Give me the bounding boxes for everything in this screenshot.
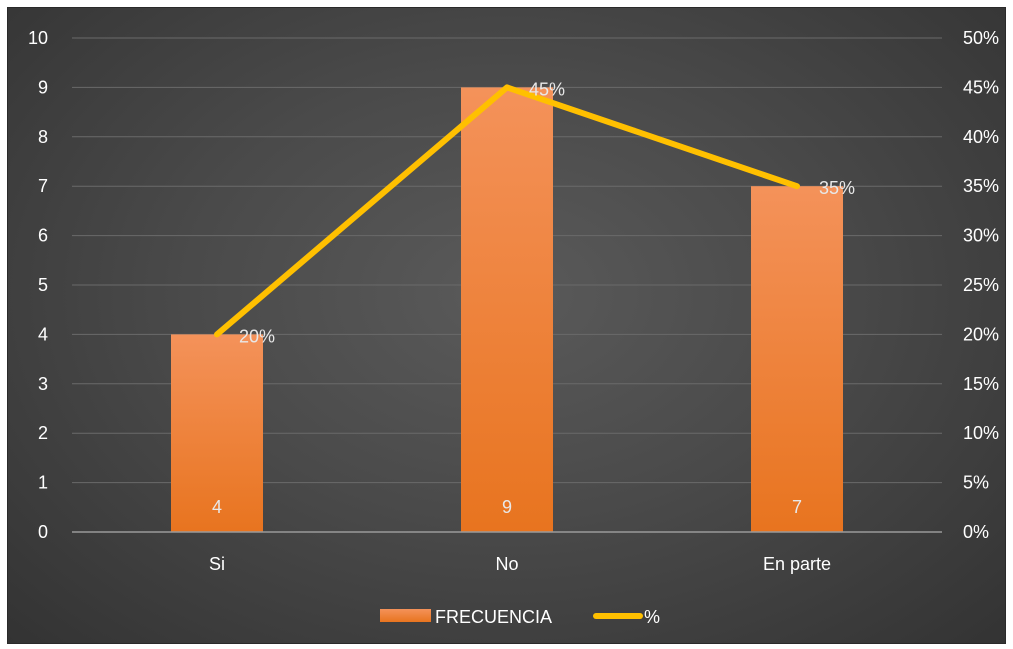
y-left-tick-label: 3 [38,374,48,394]
y-left-tick-label: 4 [38,324,48,344]
x-category-label: Si [209,554,225,574]
bar-series [171,87,843,532]
y-left-tick-label: 2 [38,423,48,443]
line-data-label: 20% [239,326,275,346]
bar [751,186,843,532]
legend-swatch-bar [380,609,431,622]
y-right-tick-label: 5% [963,473,989,493]
y-right-tick-label: 40% [963,127,999,147]
legend-label-line: % [644,607,660,627]
y-right-tick-label: 30% [963,226,999,246]
bar-data-label: 7 [792,497,802,517]
y-right-tick-label: 35% [963,176,999,196]
line-data-label: 35% [819,178,855,198]
bar [461,87,553,532]
y-right-tick-label: 15% [963,374,999,394]
y-left-tick-label: 6 [38,226,48,246]
y-left-tick-label: 10 [28,28,48,48]
legend-label-bar: FRECUENCIA [435,607,552,627]
y-right-tick-label: 10% [963,423,999,443]
bar-data-label: 4 [212,497,222,517]
y-left-tick-label: 5 [38,275,48,295]
y-left-tick-label: 9 [38,77,48,97]
y-left-tick-label: 0 [38,522,48,542]
x-category-label: En parte [763,554,831,574]
line-point [506,86,508,88]
y-right-tick-label: 20% [963,324,999,344]
line-point [216,333,218,335]
y-left-tick-label: 8 [38,127,48,147]
y-right-tick-label: 0% [963,522,989,542]
line-data-label: 45% [529,79,565,99]
y-left-tick-label: 7 [38,176,48,196]
y-right-tick-label: 45% [963,77,999,97]
y-right-tick-label: 50% [963,28,999,48]
bar-data-label: 9 [502,497,512,517]
line-point [796,185,798,187]
y-right-tick-label: 25% [963,275,999,295]
y-left-tick-label: 1 [38,473,48,493]
x-category-label: No [495,554,518,574]
legend: FRECUENCIA% [380,607,660,627]
